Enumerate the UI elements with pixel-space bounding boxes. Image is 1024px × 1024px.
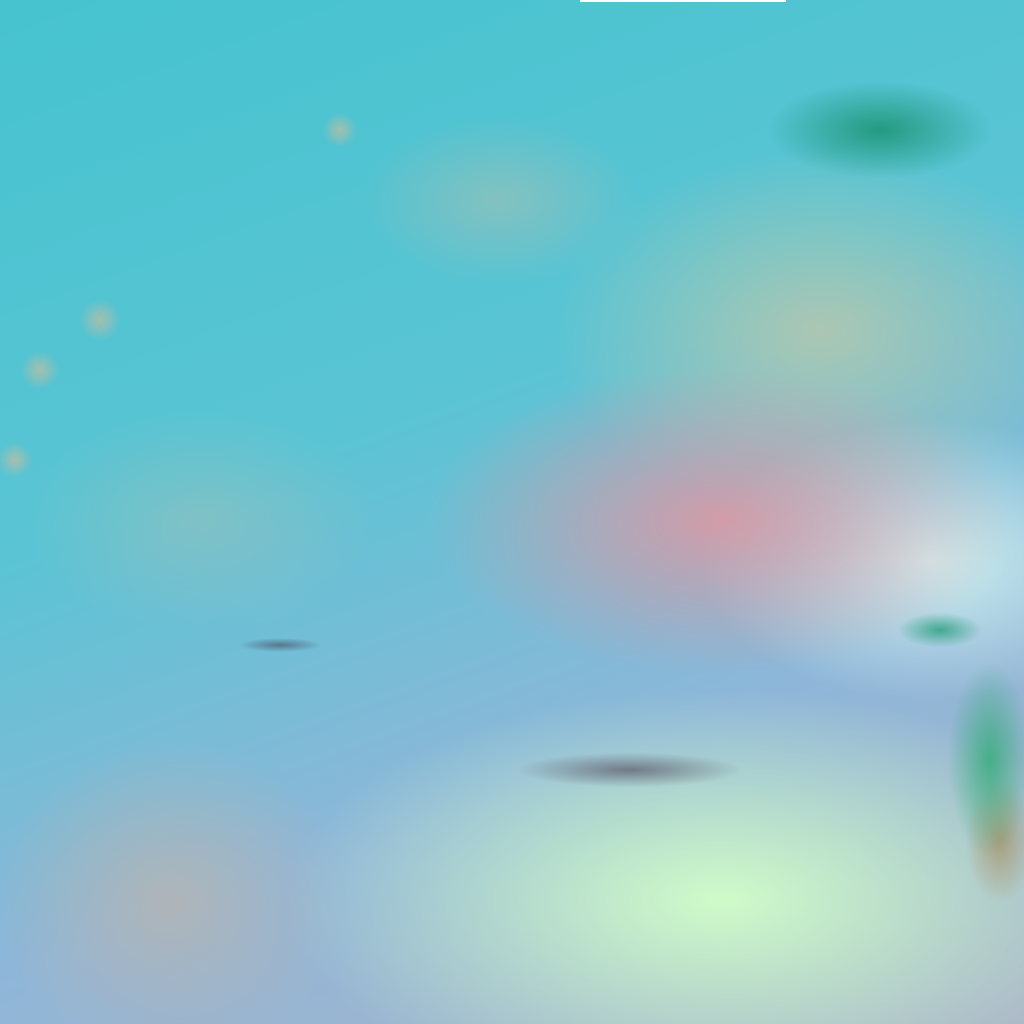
- top-edge-bar: [580, 0, 786, 2]
